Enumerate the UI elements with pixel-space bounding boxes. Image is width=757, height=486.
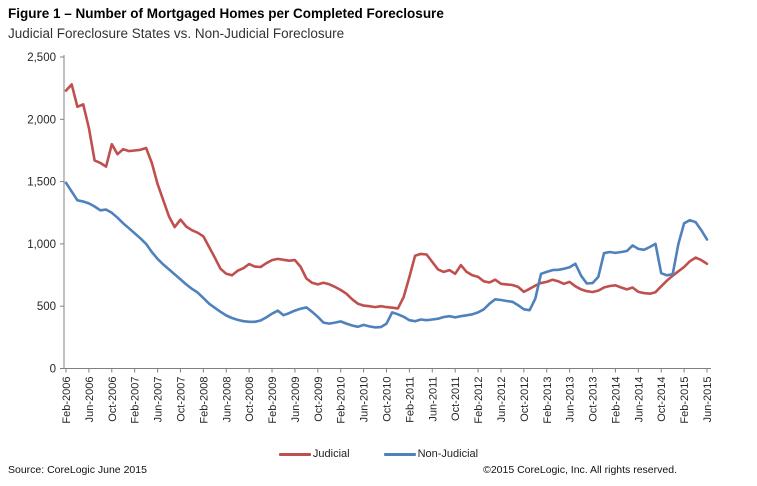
y-tick-label: 500 (37, 301, 56, 313)
y-tick-label: 1,000 (27, 239, 56, 251)
y-tick-label: 2,500 (27, 52, 56, 64)
x-tick-label: Oct-2010 (382, 377, 394, 422)
source-note: Source: CoreLogic June 2015 (8, 464, 147, 476)
copyright-note: ©2015 CoreLogic, Inc. All rights reserve… (483, 464, 677, 476)
y-tick-label: 2,000 (27, 114, 56, 126)
chart-footer: Source: CoreLogic June 2015 ©2015 CoreLo… (0, 464, 757, 476)
chart-legend: Judicial Non-Judicial (0, 448, 757, 460)
x-tick-label: Oct-2009 (313, 377, 325, 422)
x-tick-label: Jun-2006 (84, 377, 96, 423)
x-tick-label: Feb-2009 (267, 377, 279, 424)
x-tick-label: Oct-2013 (588, 377, 600, 422)
x-tick-label: Jun-2010 (359, 377, 371, 423)
chart-title: Figure 1 – Number of Mortgaged Homes per… (8, 6, 444, 21)
x-tick-label: Jun-2014 (633, 377, 645, 423)
x-tick-label: Feb-2015 (679, 377, 691, 424)
x-tick-label: Feb-2010 (336, 377, 348, 424)
x-tick-label: Feb-2008 (198, 377, 210, 424)
x-tick-label: Jun-2009 (290, 377, 302, 423)
x-tick-label: Jun-2015 (702, 377, 714, 423)
series-line-non-judicial (64, 181, 709, 329)
x-tick-label: Feb-2014 (610, 377, 622, 424)
x-tick-label: Jun-2013 (565, 377, 577, 423)
x-tick-label: Feb-2006 (61, 377, 73, 424)
x-tick-label: Feb-2012 (473, 376, 485, 423)
x-tick-label: Jun-2007 (153, 377, 165, 423)
y-tick-label: 0 (50, 364, 56, 376)
legend-label-judicial: Judicial (312, 448, 350, 460)
x-tick-label: Jun-2011 (427, 377, 439, 422)
x-tick-label: Oct-2006 (107, 377, 119, 422)
chart-subtitle: Judicial Foreclosure States vs. Non-Judi… (8, 26, 345, 41)
x-tick-label: Feb-2011 (404, 377, 416, 423)
legend-item-judicial: Judicial (278, 448, 350, 460)
x-tick-label: Oct-2011 (450, 377, 462, 421)
x-tick-label: Jun-2012 (496, 377, 508, 423)
series-line-judicial (64, 83, 709, 310)
x-tick-label: Oct-2012 (519, 377, 531, 422)
y-tick-label: 1,500 (27, 177, 56, 189)
legend-label-non-judicial: Non-Judicial (417, 448, 479, 460)
x-tick-label: Feb-2013 (542, 377, 554, 424)
x-tick-label: Jun-2008 (221, 377, 233, 423)
legend-item-non-judicial: Non-Judicial (383, 448, 479, 460)
judicial-line-swatch (278, 452, 311, 456)
x-tick-label: Feb-2007 (130, 377, 142, 424)
x-tick-label: Oct-2014 (656, 377, 668, 422)
x-tick-label: Oct-2008 (244, 377, 256, 422)
x-tick-label: Oct-2007 (175, 377, 187, 422)
non-judicial-line-swatch (383, 452, 416, 456)
